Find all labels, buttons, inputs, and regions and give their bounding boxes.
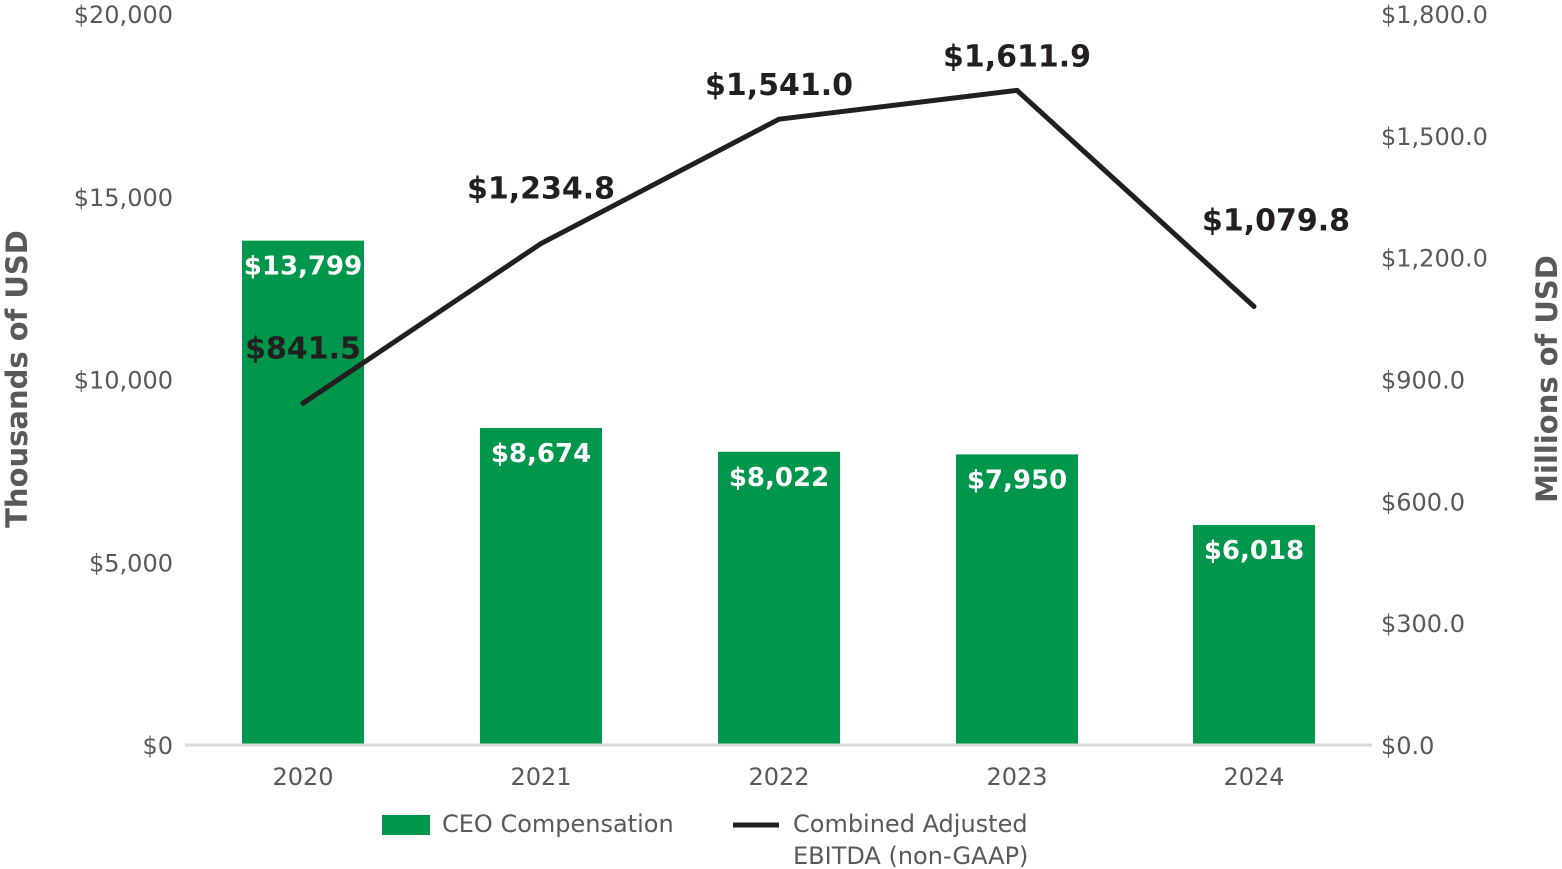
bar-data-label: $13,799	[244, 252, 362, 282]
ebitda-line	[300, 87, 1257, 406]
x-axis-ticks: 2020 2021 2022 2023 2024	[272, 763, 1284, 791]
y-right-tick-label: $0.0	[1381, 732, 1434, 760]
y-right-tick-label: $600.0	[1381, 488, 1465, 516]
bar-data-label: $8,674	[491, 439, 591, 469]
y-left-tick-label: $10,000	[74, 367, 173, 395]
bar-2023	[956, 454, 1078, 745]
y-right-tick-label: $1,800.0	[1381, 1, 1488, 29]
y-right-tick-label: $900.0	[1381, 367, 1465, 395]
y-left-tick-label: $20,000	[74, 1, 173, 29]
left-axis-ticks: $0 $5,000 $10,000 $15,000 $20,000	[74, 1, 173, 760]
x-tick-label: 2022	[748, 763, 809, 791]
y-axis-left-title: Thousands of USD	[0, 230, 34, 528]
legend-swatch-ceo-compensation	[382, 815, 430, 835]
y-axis-right-title: Millions of USD	[1530, 255, 1562, 503]
line-data-label: $1,079.8	[1202, 203, 1350, 238]
bar-series: $13,799 $8,674 $8,022 $7,950 $6,018	[242, 240, 1315, 745]
x-tick-label: 2021	[510, 763, 571, 791]
bar-2020	[242, 240, 364, 745]
bar-2022	[718, 451, 840, 745]
y-left-tick-label: $5,000	[89, 549, 173, 577]
legend-label-ebitda-line2: EBITDA (non-GAAP)	[793, 842, 1028, 869]
line-series: $841.5 $1,234.8 $1,541.0 $1,611.9 $1,079.8	[245, 39, 1350, 406]
y-left-tick-label: $15,000	[74, 184, 173, 212]
line-data-label: $1,234.8	[467, 172, 615, 207]
bar-2024	[1193, 525, 1315, 745]
line-data-label: $1,611.9	[943, 39, 1091, 74]
bar-data-label: $6,018	[1204, 536, 1304, 566]
bar-2021	[480, 427, 602, 745]
legend-label-ebitda-line1: Combined Adjusted	[793, 810, 1028, 838]
line-data-label: $1,541.0	[705, 68, 853, 103]
legend-label-ceo-compensation: CEO Compensation	[442, 810, 674, 838]
line-data-label: $841.5	[245, 331, 361, 366]
y-right-tick-label: $1,200.0	[1381, 245, 1488, 273]
y-right-tick-label: $300.0	[1381, 610, 1465, 638]
x-tick-label: 2023	[986, 763, 1047, 791]
y-right-tick-label: $1,500.0	[1381, 123, 1488, 151]
x-tick-label: 2024	[1223, 763, 1284, 791]
right-axis-ticks: $0.0 $300.0 $600.0 $900.0 $1,200.0 $1,500.0 $1…	[1381, 1, 1488, 760]
bar-data-label: $7,950	[967, 465, 1067, 495]
x-tick-label: 2020	[272, 763, 333, 791]
bar-data-label: $8,022	[729, 463, 829, 493]
y-left-tick-label: $0	[142, 732, 173, 760]
legend: CEO Compensation Combined Adjusted EBITD…	[382, 810, 1028, 869]
